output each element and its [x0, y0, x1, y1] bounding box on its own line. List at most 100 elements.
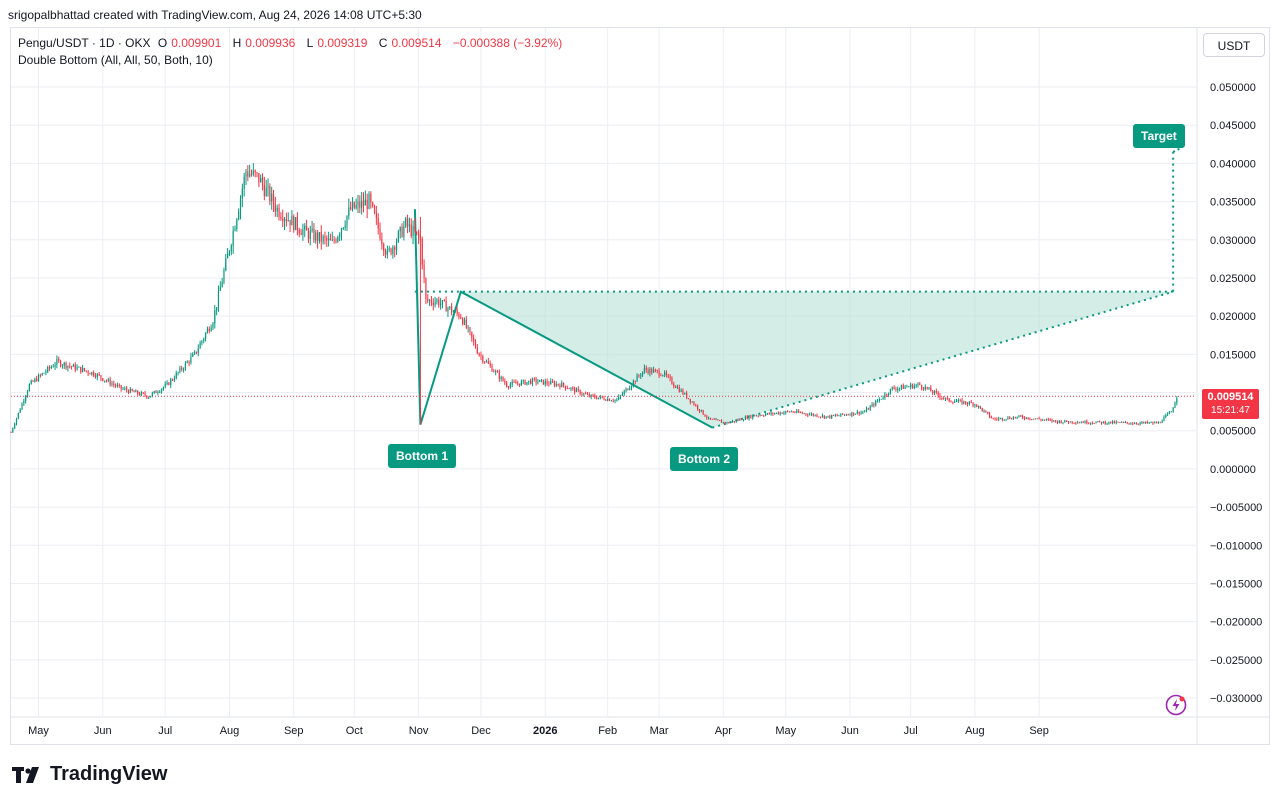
candle-body — [774, 413, 776, 415]
high-value: H 0.009936 — [232, 36, 296, 50]
candle-body — [1115, 421, 1117, 424]
candle-body — [436, 299, 438, 302]
candle-body — [517, 383, 519, 385]
x-tick-label: Aug — [965, 725, 985, 737]
candle-body — [260, 177, 262, 183]
candle-body — [364, 199, 366, 206]
candle-body — [1009, 417, 1011, 419]
candle-body — [662, 375, 664, 376]
candle-body — [965, 401, 967, 404]
candle-body — [353, 202, 355, 208]
candle-body — [478, 353, 480, 356]
candle-body — [451, 306, 453, 313]
candle-body — [322, 236, 324, 242]
candle-body — [344, 225, 346, 228]
candle-body — [1036, 418, 1038, 420]
candle-body — [1132, 423, 1134, 425]
candle-body — [346, 215, 348, 226]
chart-frame[interactable] — [10, 27, 1270, 745]
candle-body — [428, 300, 431, 301]
candle-body — [1168, 411, 1171, 414]
candle-body — [607, 398, 609, 401]
candle-body — [616, 399, 618, 401]
candle-body — [41, 373, 43, 376]
y-tick-label: 0.040000 — [1210, 158, 1256, 170]
flash-icon[interactable] — [1164, 693, 1188, 717]
candle-body — [14, 423, 16, 429]
candle-body — [827, 415, 829, 417]
candle-body — [234, 228, 236, 231]
candle-body — [825, 416, 827, 418]
candle-body — [159, 391, 161, 393]
candle-body — [441, 300, 444, 304]
candle-body — [990, 416, 992, 419]
candle-body — [113, 383, 115, 385]
candle-body — [397, 231, 399, 242]
candle-body — [372, 202, 374, 206]
candle-body — [395, 241, 398, 250]
candle-body — [1165, 415, 1167, 418]
candle-body — [618, 396, 620, 400]
candle-body — [296, 217, 299, 230]
candle-body — [887, 393, 890, 395]
candle-body — [137, 390, 139, 394]
candle-body — [768, 413, 770, 415]
candle-body — [59, 360, 62, 367]
y-tick-label: −0.030000 — [1210, 693, 1262, 705]
candle-body — [1045, 419, 1048, 421]
candle-body — [1042, 419, 1044, 421]
candle-body — [528, 380, 530, 383]
x-tick-label: Apr — [715, 725, 732, 737]
candle-body — [979, 405, 981, 408]
candle-body — [1062, 422, 1064, 424]
candle-body — [753, 415, 756, 417]
candle-body — [190, 356, 192, 363]
x-tick-label: Mar — [650, 725, 669, 737]
candle-body — [629, 388, 631, 390]
y-tick-label: 0.035000 — [1210, 197, 1256, 209]
candle-body — [838, 415, 840, 417]
candle-body — [943, 397, 945, 399]
candle-body — [454, 310, 456, 312]
tradingview-logo[interactable]: TradingView — [12, 763, 167, 786]
candle-body — [1051, 419, 1053, 422]
candle-body — [1097, 421, 1099, 423]
open-value: O 0.009901 — [157, 36, 222, 50]
candle-body — [87, 371, 89, 374]
candle-body — [955, 401, 958, 403]
candle-body — [245, 171, 247, 177]
candle-body — [250, 173, 253, 175]
currency-button[interactable]: USDT — [1203, 33, 1265, 57]
candle-body — [61, 365, 64, 367]
candle-body — [1145, 421, 1147, 423]
candle-body — [39, 375, 41, 376]
candle-body — [43, 372, 45, 374]
candle-body — [359, 201, 361, 208]
candle-body — [891, 387, 893, 389]
candle-body — [1133, 423, 1136, 425]
candle-body — [1060, 420, 1062, 424]
candle-body — [921, 384, 923, 388]
candle-body — [82, 368, 84, 372]
candle-body — [1038, 418, 1040, 420]
candle-body — [361, 200, 363, 208]
candle-body — [390, 248, 392, 254]
candle-body — [911, 384, 914, 389]
candle-body — [761, 415, 763, 416]
candle-body — [946, 397, 948, 399]
candle-body — [1148, 422, 1150, 424]
candle-body — [572, 387, 574, 389]
candle-body — [680, 389, 682, 392]
candle-body — [708, 417, 710, 419]
candle-body — [522, 380, 524, 382]
candle-body — [98, 374, 100, 376]
candle-body — [1080, 422, 1082, 424]
candle-body — [531, 378, 534, 384]
candle-body — [673, 383, 675, 387]
y-tick-label: 0.045000 — [1210, 120, 1256, 132]
candle-body — [34, 378, 36, 382]
candle-body — [493, 371, 495, 373]
candle-body — [961, 399, 963, 404]
candle-body — [1111, 421, 1114, 424]
